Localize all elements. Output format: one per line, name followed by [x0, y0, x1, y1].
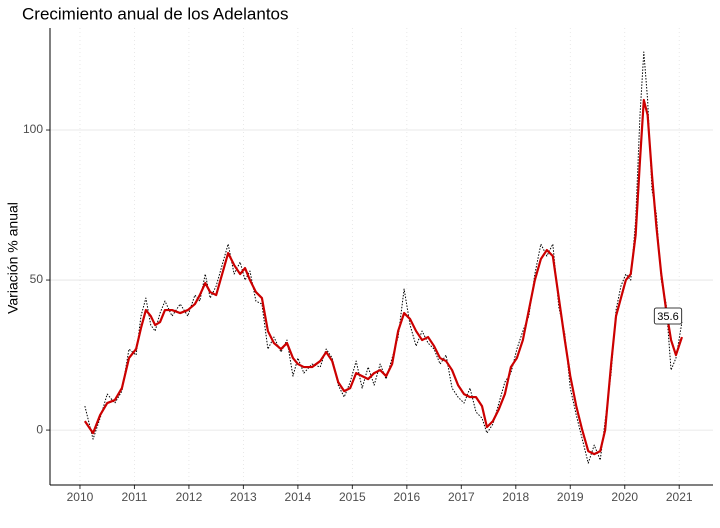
chart-title: Crecimiento anual de los Adelantos — [22, 4, 289, 23]
x-tick-label: 2015 — [339, 490, 366, 504]
x-tick-label: 2017 — [448, 490, 475, 504]
x-tick-label: 2018 — [502, 490, 529, 504]
x-tick-label: 2012 — [176, 490, 203, 504]
x-tick-label: 2019 — [557, 490, 584, 504]
x-tick-label: 2016 — [393, 490, 420, 504]
x-tick-label: 2021 — [666, 490, 693, 504]
series-line — [83, 98, 683, 456]
y-axis-label: Variación % anual — [5, 202, 21, 314]
y-tick-label: 0 — [36, 422, 43, 436]
annotation: 35.6 — [657, 311, 678, 323]
y-tick-label: 50 — [30, 272, 44, 286]
x-tick-label: 2010 — [67, 490, 94, 504]
series-line — [84, 51, 683, 464]
x-tick-label: 2013 — [230, 490, 257, 504]
x-tick-label: 2011 — [122, 490, 148, 504]
y-tick-label: 100 — [23, 122, 43, 136]
x-tick-label: 2020 — [611, 490, 638, 504]
annotation-box — [653, 307, 683, 325]
x-tick-label: 2014 — [285, 490, 312, 504]
